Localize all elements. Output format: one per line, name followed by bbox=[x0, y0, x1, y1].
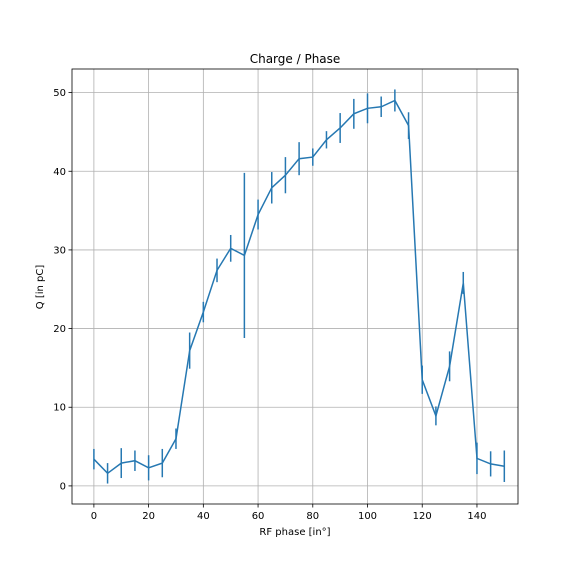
y-tick-label: 10 bbox=[53, 403, 66, 414]
x-axis-label: RF phase [in°] bbox=[259, 527, 330, 538]
x-tick-label: 100 bbox=[358, 511, 377, 522]
x-tick-label: 20 bbox=[142, 511, 155, 522]
y-tick-label: 20 bbox=[53, 324, 66, 335]
x-tick-label: 80 bbox=[306, 511, 319, 522]
series-line bbox=[93, 99, 505, 475]
x-tick-label: 0 bbox=[91, 511, 97, 522]
y-tick-label: 30 bbox=[53, 245, 66, 256]
x-tick-label: 140 bbox=[467, 511, 486, 522]
x-tick-label: 40 bbox=[197, 511, 210, 522]
chart-title: Charge / Phase bbox=[250, 52, 341, 66]
y-tick-label: 40 bbox=[53, 167, 66, 178]
y-tick-label: 0 bbox=[60, 481, 66, 492]
x-tick-label: 120 bbox=[413, 511, 432, 522]
axis-ticks: 0 20 40 60 80 100 120 140 0 10 20 30 40 50 bbox=[53, 88, 486, 522]
y-tick-label: 50 bbox=[53, 88, 66, 99]
y-axis-label: Q [in pC] bbox=[35, 265, 46, 310]
grid bbox=[72, 69, 518, 504]
x-tick-label: 60 bbox=[252, 511, 265, 522]
plot-frame bbox=[71, 68, 519, 505]
